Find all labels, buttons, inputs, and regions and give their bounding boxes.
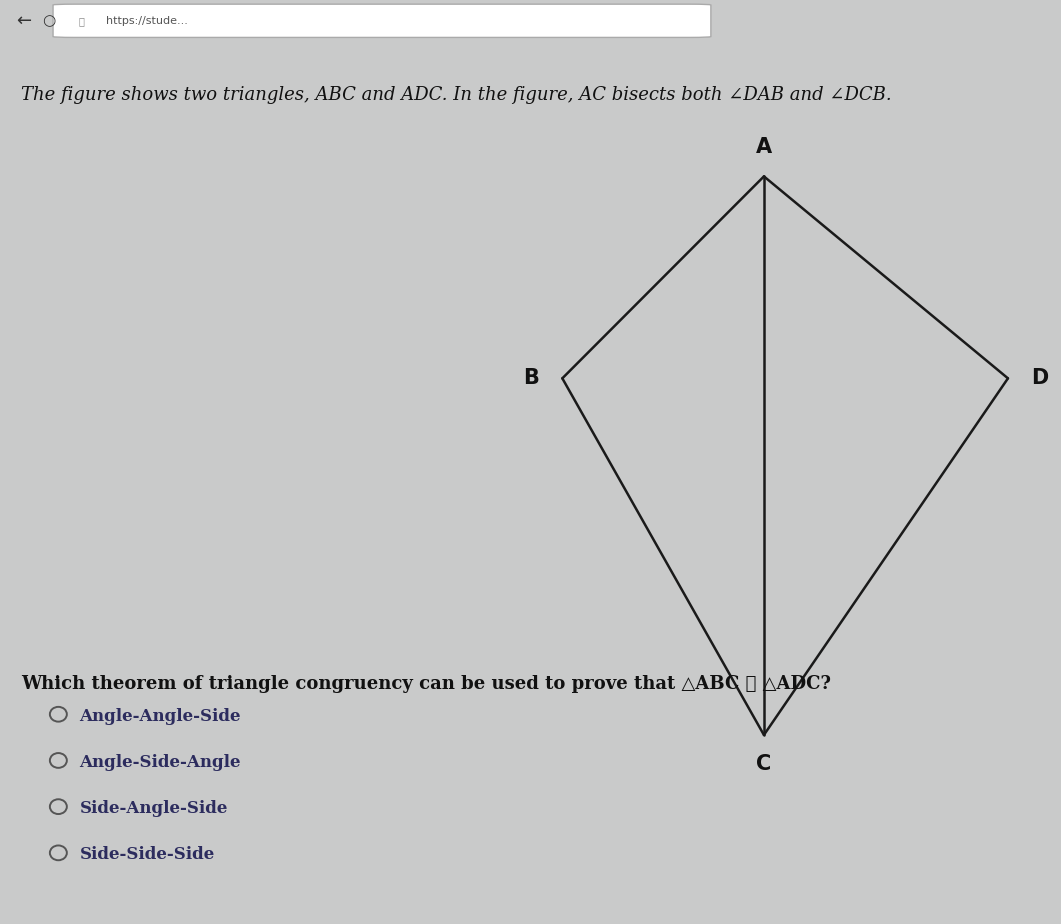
Text: https://stude...: https://stude...: [106, 16, 188, 26]
Text: A: A: [755, 138, 772, 157]
Text: Angle-Angle-Side: Angle-Angle-Side: [80, 708, 241, 724]
Text: D: D: [1031, 369, 1048, 388]
Text: Side-Side-Side: Side-Side-Side: [80, 846, 214, 863]
Text: Which theorem of triangle congruency can be used to prove that △ABC ≅ △ADC?: Which theorem of triangle congruency can…: [21, 675, 831, 693]
Text: Angle-Side-Angle: Angle-Side-Angle: [80, 754, 241, 771]
Text: ⭘: ⭘: [79, 16, 85, 26]
Text: B: B: [523, 369, 539, 388]
Text: ○: ○: [42, 13, 55, 29]
FancyBboxPatch shape: [53, 5, 711, 37]
Text: C: C: [756, 754, 771, 774]
Text: The figure shows two triangles, ABC and ADC. In the figure, AC bisects both ∠DAB: The figure shows two triangles, ABC and …: [21, 86, 892, 104]
Text: ←: ←: [16, 12, 31, 30]
Text: Side-Angle-Side: Side-Angle-Side: [80, 800, 228, 817]
